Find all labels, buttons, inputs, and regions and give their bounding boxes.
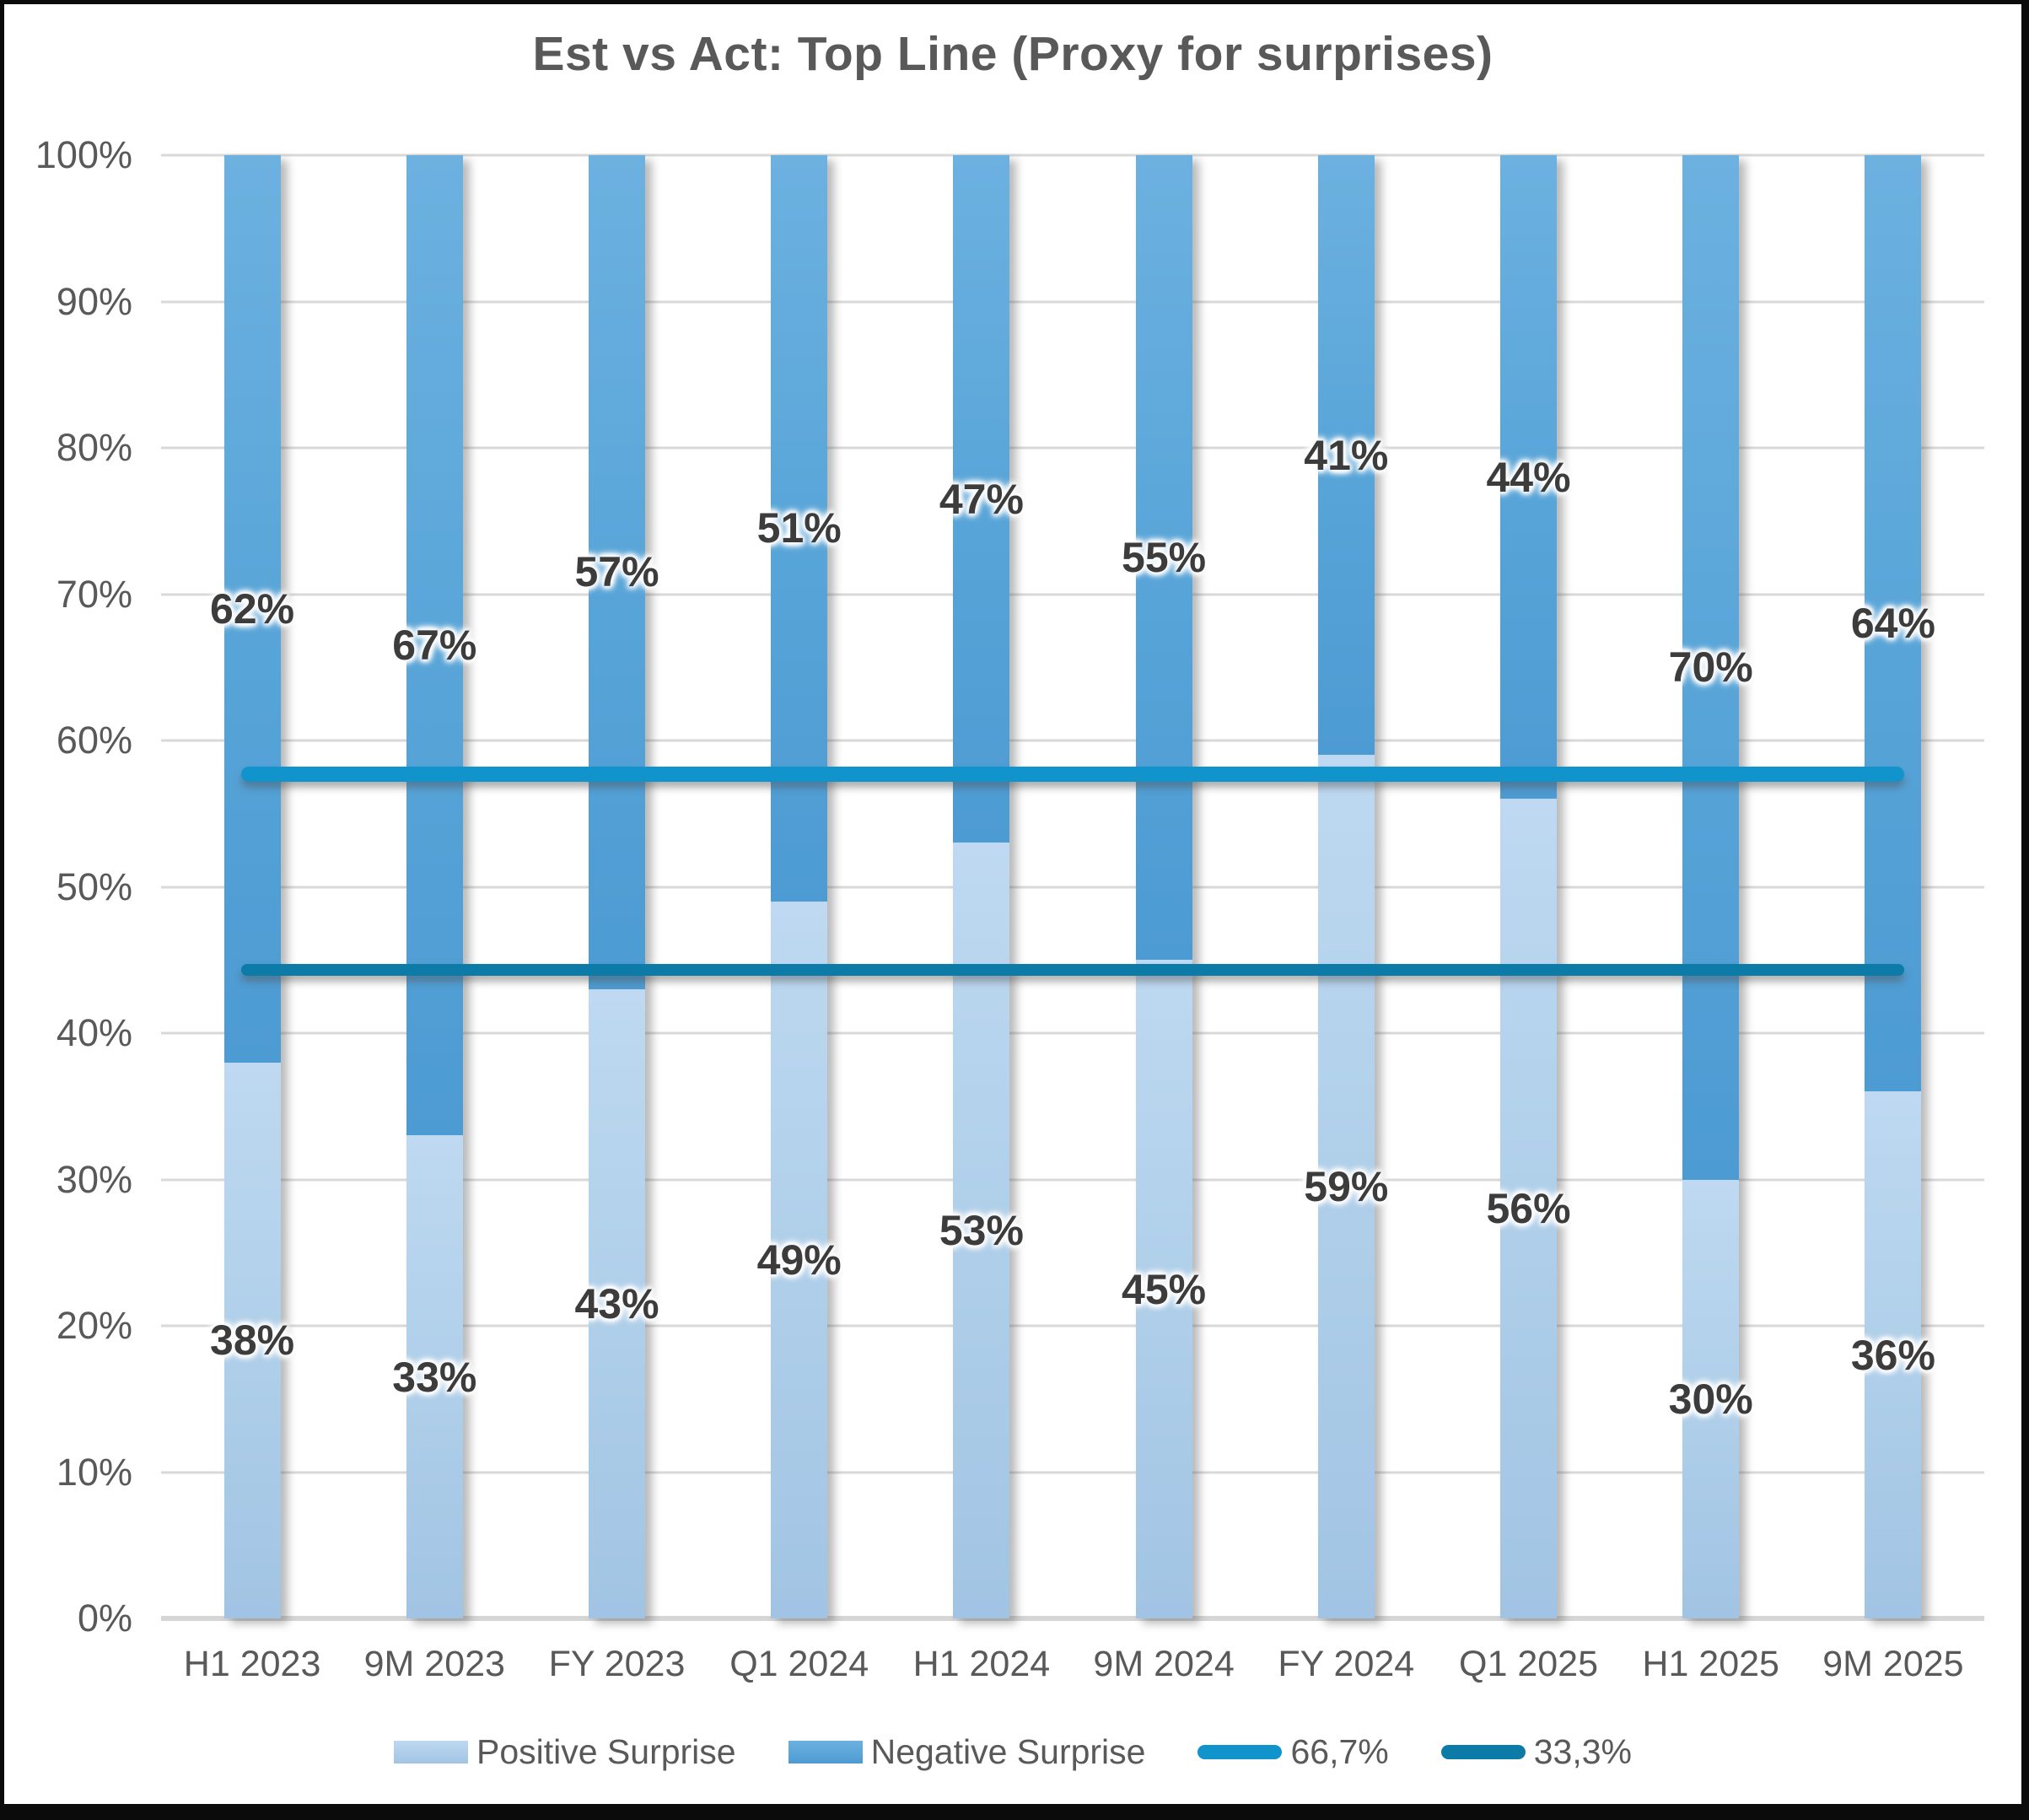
data-label-positive-9m-2023: 33% [392, 1353, 477, 1401]
legend-swatch-icon-negative-surprise [788, 1740, 863, 1763]
bar-segment-positive-h1-2025 [1682, 1179, 1740, 1618]
data-label-positive-fy-2023: 43% [574, 1279, 659, 1327]
bar-fy-2024 [1317, 155, 1375, 1618]
x-axis-label-q1-2025: Q1 2025 [1459, 1644, 1598, 1684]
data-label-negative-q1-2025: 44% [1486, 453, 1571, 501]
bar-q1-2025 [1500, 155, 1557, 1618]
bar-h1-2023 [223, 155, 281, 1618]
gridline-40 [161, 1031, 1984, 1035]
gridline-60 [161, 739, 1984, 742]
legend-swatch-icon-positive-surprise [393, 1740, 468, 1763]
y-axis-label-20: 20% [56, 1304, 132, 1347]
data-label-negative-h1-2025: 70% [1668, 643, 1753, 692]
chart-title: Est vs Act: Top Line (Proxy for surprise… [532, 27, 1493, 81]
gridline-100 [161, 153, 1984, 157]
data-label-negative-q1-2024: 51% [756, 504, 842, 552]
x-axis-label-fy-2024: FY 2024 [1278, 1644, 1415, 1684]
bar-segment-positive-h1-2023 [223, 1062, 281, 1618]
gridline-30 [161, 1178, 1984, 1181]
threshold-line-33-3- [241, 964, 1904, 977]
y-axis-label-60: 60% [56, 719, 132, 762]
x-axis-label-q1-2024: Q1 2024 [729, 1644, 869, 1684]
bar-h1-2024 [953, 155, 1010, 1618]
bar-segment-positive-9m-2023 [406, 1135, 463, 1618]
bar-segment-positive-fy-2023 [589, 988, 645, 1618]
data-label-positive-h1-2023: 38% [210, 1317, 295, 1365]
data-label-negative-h1-2024: 47% [939, 475, 1024, 523]
y-axis-label-50: 50% [56, 864, 132, 908]
x-axis-label-9m-2024: 9M 2024 [1093, 1644, 1235, 1684]
bar-segment-negative-fy-2024 [1317, 155, 1375, 756]
bar-segment-negative-q1-2025 [1500, 155, 1557, 800]
y-axis-label-80: 80% [56, 426, 132, 469]
gridline-90 [161, 300, 1984, 303]
y-axis-label-100: 100% [35, 133, 132, 176]
bar-segment-positive-9m-2025 [1865, 1091, 1922, 1618]
bar-segment-positive-9m-2024 [1135, 960, 1192, 1618]
x-axis-label-9m-2025: 9M 2025 [1822, 1644, 1964, 1684]
x-axis-label-h1-2025: H1 2025 [1642, 1644, 1779, 1684]
data-label-positive-h1-2025: 30% [1668, 1375, 1753, 1423]
bar-segment-negative-h1-2024 [953, 155, 1010, 843]
legend-label-positive-surprise: Positive Surprise [476, 1731, 736, 1771]
x-axis-label-h1-2023: H1 2023 [183, 1644, 321, 1684]
legend-item-negative-surprise: Negative Surprise [788, 1731, 1146, 1772]
bar-q1-2024 [771, 155, 828, 1618]
legend: Positive Surprise Negative Surprise 66,7% 3… [4, 1725, 2021, 1779]
bar-segment-positive-q1-2024 [771, 901, 828, 1618]
legend-label-negative-surprise: Negative Surprise [870, 1731, 1146, 1771]
x-axis-label-9m-2023: 9M 2023 [363, 1644, 505, 1684]
bar-segment-negative-fy-2023 [589, 155, 645, 989]
bar-segment-negative-h1-2025 [1682, 155, 1740, 1180]
data-label-negative-9m-2024: 55% [1122, 534, 1207, 582]
data-label-positive-9m-2024: 45% [1122, 1265, 1207, 1313]
legend-line-icon-66-7- [1197, 1744, 1283, 1759]
legend-item-33-3-: 33,3% [1440, 1731, 1633, 1772]
data-label-positive-q1-2024: 49% [756, 1236, 842, 1284]
gridline-0 [161, 1616, 1984, 1621]
bar-9m-2024 [1135, 155, 1192, 1618]
x-axis-label-h1-2024: H1 2024 [912, 1644, 1051, 1684]
legend-item-66-7-: 66,7% [1197, 1731, 1389, 1772]
gridline-10 [161, 1471, 1984, 1473]
bar-9m-2025 [1865, 155, 1922, 1618]
data-label-negative-fy-2023: 57% [574, 548, 659, 596]
bar-segment-negative-9m-2024 [1135, 155, 1192, 961]
legend-label-33-3-: 33,3% [1533, 1731, 1633, 1771]
gridline-50 [161, 886, 1984, 888]
bar-segment-positive-q1-2025 [1500, 799, 1557, 1618]
data-label-negative-9m-2025: 64% [1850, 600, 1935, 648]
bar-segment-positive-fy-2024 [1317, 755, 1375, 1618]
x-axis-label-fy-2023: FY 2023 [548, 1644, 686, 1684]
y-axis-label-0: 0% [77, 1597, 132, 1640]
y-axis-label-70: 70% [56, 572, 132, 616]
y-axis-label-90: 90% [56, 279, 132, 323]
gridline-80 [161, 446, 1984, 450]
legend-label-66-7-: 66,7% [1290, 1731, 1389, 1771]
legend-line-icon-33-3- [1440, 1744, 1526, 1759]
data-label-negative-9m-2023: 67% [392, 622, 477, 670]
gridline-20 [161, 1324, 1984, 1327]
bar-segment-negative-h1-2023 [223, 155, 281, 1063]
bar-h1-2025 [1682, 155, 1740, 1618]
gridline-70 [161, 593, 1984, 595]
legend-item-positive-surprise: Positive Surprise [393, 1731, 736, 1772]
data-label-positive-9m-2025: 36% [1850, 1331, 1935, 1379]
data-label-negative-h1-2023: 62% [210, 584, 295, 633]
data-label-positive-h1-2024: 53% [939, 1207, 1024, 1255]
threshold-line-66-7- [241, 766, 1904, 782]
data-label-positive-fy-2024: 59% [1304, 1163, 1389, 1211]
y-axis-label-30: 30% [56, 1157, 132, 1201]
data-label-positive-q1-2025: 56% [1486, 1185, 1571, 1233]
bar-fy-2023 [589, 155, 645, 1618]
plot-area: 0% 10% 20% 30% 40% 50% 60% 70% 80% 90% 100% 62% 38% H… [4, 4, 2021, 1804]
data-label-negative-fy-2024: 41% [1304, 431, 1389, 479]
bar-segment-negative-9m-2025 [1865, 155, 1922, 1092]
y-axis-label-10: 10% [56, 1450, 132, 1494]
y-axis-label-40: 40% [56, 1011, 132, 1054]
